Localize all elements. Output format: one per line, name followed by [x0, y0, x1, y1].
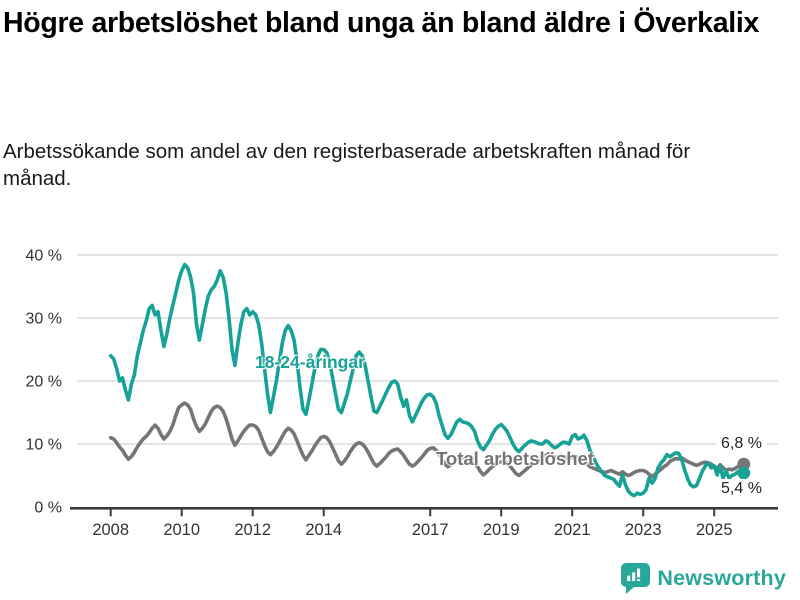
end-value-youth: 5,4 % [716, 479, 767, 499]
y-tick-label: 0 % [34, 500, 62, 517]
x-tick-label: 2010 [163, 521, 200, 539]
x-tick-label: 2019 [483, 521, 520, 539]
x-tick-label: 2023 [625, 521, 662, 539]
x-tick-label: 2014 [305, 521, 342, 539]
y-tick-label: 10 % [26, 437, 62, 454]
end-value-total: 6,8 % [716, 434, 767, 454]
y-axis-labels: 40 % 30 % 20 % 10 % 0 % [26, 248, 62, 517]
y-tick-label: 20 % [26, 374, 62, 391]
y-tick-label: 30 % [26, 311, 62, 328]
newsworthy-logo-icon [621, 563, 651, 594]
page-title: Högre arbetslöshet bland unga än bland ä… [3, 7, 760, 39]
x-tick-label: 2017 [412, 521, 449, 539]
x-tick-label: 2025 [696, 521, 733, 539]
series-label-total: Total arbetslöshet [436, 448, 594, 469]
chart-subtitle: Arbetssökande som andel av den registerb… [3, 140, 691, 191]
logo-bars [627, 568, 641, 581]
series-lines [108, 262, 751, 498]
series-line [108, 401, 746, 479]
x-tick-label: 2012 [234, 521, 271, 539]
newsworthy-logo[interactable]: Newsworthy [621, 563, 786, 594]
x-axis: 2008 2010 2012 2014 2017 2019 2021 2023 2025 [70, 506, 778, 539]
x-tick-label: 2008 [92, 521, 129, 539]
y-tick-label: 40 % [26, 248, 62, 265]
x-tick-label: 2021 [554, 521, 591, 539]
series-end-dot [737, 457, 751, 471]
series-label-youth: 18-24-åringar [255, 352, 365, 372]
newsworthy-logo-text: Newsworthy [657, 566, 786, 590]
gridlines [77, 254, 778, 445]
series-end-dot [737, 466, 751, 480]
series-line [108, 262, 746, 498]
